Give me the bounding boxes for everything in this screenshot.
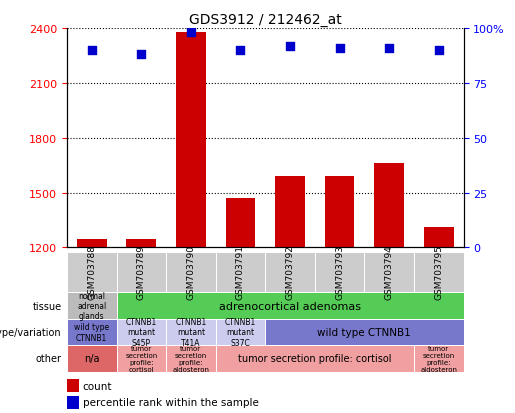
Bar <box>67 252 116 293</box>
Bar <box>116 252 166 293</box>
Bar <box>116 293 464 319</box>
Point <box>385 45 393 52</box>
Bar <box>424 228 454 413</box>
Text: GSM703790: GSM703790 <box>186 245 195 300</box>
Text: normal
adrenal
glands: normal adrenal glands <box>77 291 107 320</box>
Text: wild type CTNNB1: wild type CTNNB1 <box>317 327 411 337</box>
Text: tumor
secretion
profile:
aldosteron: tumor secretion profile: aldosteron <box>173 345 210 372</box>
Text: adrenocortical adenomas: adrenocortical adenomas <box>219 301 361 311</box>
Point <box>187 30 195 37</box>
Text: GSM703788: GSM703788 <box>87 245 96 300</box>
Bar <box>166 319 216 345</box>
Text: GSM703795: GSM703795 <box>434 245 443 300</box>
Bar <box>67 319 116 345</box>
Bar <box>116 345 166 372</box>
Bar <box>67 345 116 372</box>
Text: GSM703792: GSM703792 <box>285 245 295 300</box>
Bar <box>67 379 79 392</box>
Text: GSM703794: GSM703794 <box>385 245 393 300</box>
Bar <box>275 177 305 413</box>
Bar <box>365 252 414 293</box>
Text: GSM703789: GSM703789 <box>137 245 146 300</box>
Text: percentile rank within the sample: percentile rank within the sample <box>83 397 259 407</box>
Bar <box>226 199 255 413</box>
Bar <box>166 252 216 293</box>
Bar <box>77 240 107 413</box>
Text: other: other <box>36 354 61 363</box>
Text: GSM703791: GSM703791 <box>236 245 245 300</box>
Bar <box>67 293 116 319</box>
Bar <box>216 319 265 345</box>
Bar <box>265 319 464 345</box>
Point <box>286 43 294 50</box>
Bar <box>216 252 265 293</box>
Text: genotype/variation: genotype/variation <box>0 327 61 337</box>
Bar <box>324 177 354 413</box>
Text: tumor secretion profile: cortisol: tumor secretion profile: cortisol <box>238 354 391 363</box>
Text: CTNNB1
mutant
S37C: CTNNB1 mutant S37C <box>225 317 256 347</box>
Point <box>88 47 96 54</box>
Bar <box>116 319 166 345</box>
Text: count: count <box>83 381 112 391</box>
Bar <box>166 345 216 372</box>
Text: GSM703793: GSM703793 <box>335 245 344 300</box>
Bar <box>216 345 414 372</box>
Point <box>236 47 245 54</box>
Point <box>137 52 145 59</box>
Point <box>435 47 443 54</box>
Title: GDS3912 / 212462_at: GDS3912 / 212462_at <box>189 12 341 26</box>
Bar <box>414 345 464 372</box>
Bar <box>315 252 365 293</box>
Bar <box>127 239 156 413</box>
Text: wild type
CTNNB1: wild type CTNNB1 <box>74 323 109 342</box>
Bar <box>374 164 404 413</box>
Point <box>335 45 344 52</box>
Text: tissue: tissue <box>32 301 61 311</box>
Bar <box>176 33 206 413</box>
Bar <box>265 252 315 293</box>
Bar <box>414 252 464 293</box>
Text: tumor
secretion
profile:
cortisol: tumor secretion profile: cortisol <box>125 345 158 372</box>
Text: CTNNB1
mutant
S45P: CTNNB1 mutant S45P <box>126 317 157 347</box>
Text: CTNNB1
mutant
T41A: CTNNB1 mutant T41A <box>175 317 207 347</box>
Bar <box>67 396 79 409</box>
Text: n/a: n/a <box>84 354 99 363</box>
Text: tumor
secretion
profile:
aldosteron: tumor secretion profile: aldosteron <box>420 345 457 372</box>
